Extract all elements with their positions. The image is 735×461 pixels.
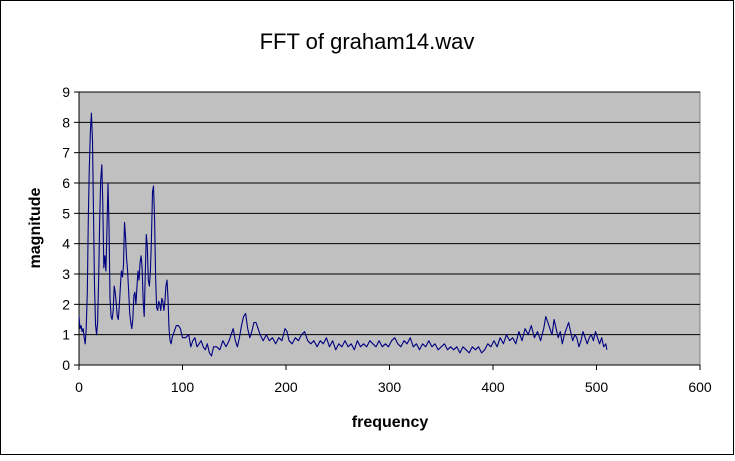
y-tick-label: 1 — [62, 327, 70, 343]
plot-area — [78, 91, 701, 366]
x-tick-label: 400 — [481, 379, 505, 395]
y-tick-label: 8 — [62, 114, 70, 130]
y-tick-label: 7 — [62, 145, 70, 161]
x-tick-label: 300 — [378, 379, 402, 395]
tick-labels: 0 1 2 3 4 5 6 7 8 9 0 100 200 300 400 500 600 — [62, 84, 712, 395]
x-tick-label: 500 — [585, 379, 609, 395]
y-tick-label: 9 — [62, 84, 70, 100]
y-tick-label: 3 — [62, 266, 70, 282]
x-tick-label: 600 — [688, 379, 712, 395]
x-axis-label: frequency — [352, 414, 429, 431]
series-line — [78, 112, 608, 357]
y-tick-label: 5 — [62, 205, 70, 221]
series-layer — [78, 112, 608, 357]
y-tick-label: 6 — [62, 175, 70, 191]
y-tick-label: 4 — [62, 236, 70, 252]
x-tick-label: 200 — [274, 379, 298, 395]
y-tick-label: 0 — [62, 357, 70, 373]
x-tick-label: 100 — [171, 379, 195, 395]
y-axis-label: magnitude — [27, 187, 44, 268]
chart-title: FFT of graham14.wav — [260, 29, 475, 54]
x-tick-label: 0 — [75, 379, 83, 395]
y-tick-label: 2 — [62, 296, 70, 312]
